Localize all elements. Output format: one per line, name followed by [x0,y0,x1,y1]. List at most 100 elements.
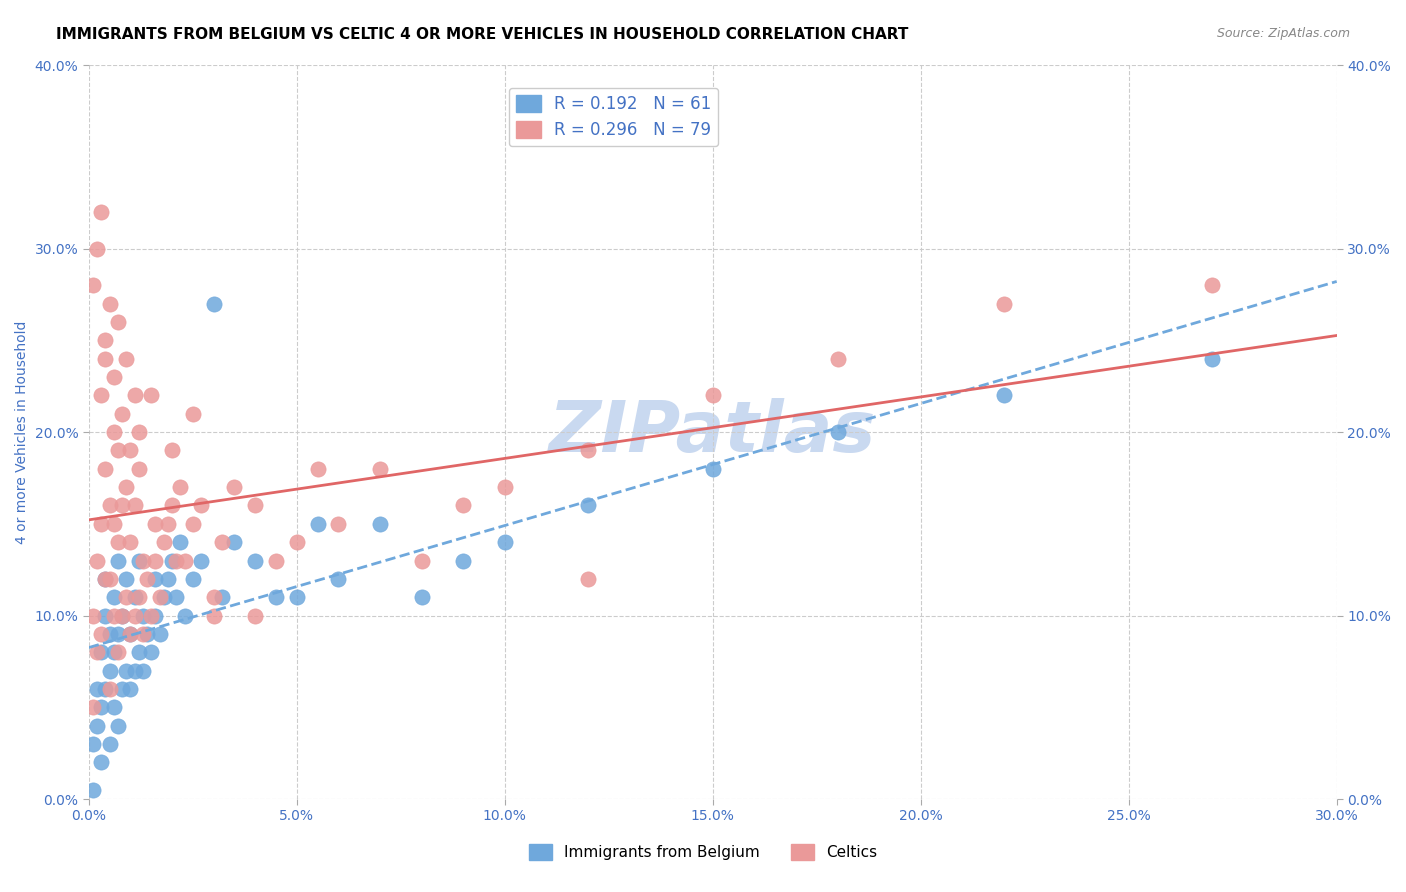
Point [141,608,163,623]
Point [103,425,125,439]
Point [202,296,225,310]
Point [124,664,146,678]
Y-axis label: 4 or more Vehicles in Household: 4 or more Vehicles in Household [15,320,30,544]
Legend: Immigrants from Belgium, Celtics: Immigrants from Belgium, Celtics [523,838,883,866]
Point [103,645,125,659]
Point [90,645,112,659]
Point [165,553,187,567]
Point [148,627,170,641]
Point [181,572,204,586]
Point [132,627,155,641]
Point [307,516,329,531]
Point [368,516,391,531]
Point [141,388,163,402]
Point [98,499,121,513]
Point [576,499,599,513]
Point [98,627,121,641]
Point [190,499,212,513]
Point [224,480,246,494]
Point [111,407,134,421]
Point [98,681,121,696]
Point [160,443,183,458]
Point [576,572,599,586]
Point [152,591,174,605]
Point [993,388,1015,402]
Point [264,553,287,567]
Point [86,681,108,696]
Point [107,645,129,659]
Point [94,351,117,366]
Point [211,591,233,605]
Point [124,499,146,513]
Point [98,296,121,310]
Point [451,553,474,567]
Point [115,351,138,366]
Point [128,645,150,659]
Point [136,627,159,641]
Point [264,591,287,605]
Point [202,591,225,605]
Point [107,315,129,329]
Point [107,627,129,641]
Point [702,388,724,402]
Point [120,627,142,641]
Point [120,535,142,549]
Point [111,608,134,623]
Text: Source: ZipAtlas.com: Source: ZipAtlas.com [1216,27,1350,40]
Point [128,425,150,439]
Point [368,462,391,476]
Point [98,572,121,586]
Point [145,516,167,531]
Point [94,572,117,586]
Point [90,205,112,219]
Point [115,572,138,586]
Text: ZIPatlas: ZIPatlas [550,398,876,467]
Point [451,499,474,513]
Point [86,645,108,659]
Point [90,388,112,402]
Point [98,737,121,751]
Point [90,756,112,770]
Point [827,425,849,439]
Point [115,480,138,494]
Point [94,334,117,348]
Point [132,553,155,567]
Point [169,480,191,494]
Point [124,591,146,605]
Point [115,664,138,678]
Point [145,572,167,586]
Point [86,242,108,256]
Point [169,535,191,549]
Point [124,608,146,623]
Point [328,516,350,531]
Point [145,608,167,623]
Point [245,553,267,567]
Point [128,553,150,567]
Point [107,535,129,549]
Point [82,700,104,714]
Point [173,553,195,567]
Point [94,572,117,586]
Point [103,700,125,714]
Point [103,591,125,605]
Point [141,645,163,659]
Point [702,462,724,476]
Point [211,535,233,549]
Point [120,681,142,696]
Point [1201,278,1223,293]
Point [181,516,204,531]
Point [103,516,125,531]
Point [152,535,174,549]
Point [107,443,129,458]
Point [82,608,104,623]
Point [111,499,134,513]
Point [82,737,104,751]
Point [411,553,433,567]
Point [124,388,146,402]
Point [411,591,433,605]
Point [120,627,142,641]
Point [90,516,112,531]
Point [103,370,125,384]
Point [224,535,246,549]
Point [94,462,117,476]
